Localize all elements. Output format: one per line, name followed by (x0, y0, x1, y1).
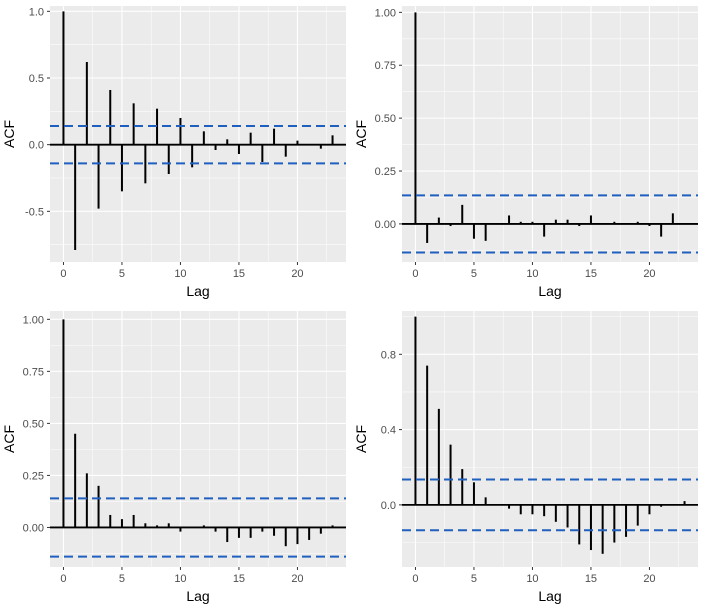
chart-bottom-left-xtick-label: 20 (291, 573, 303, 585)
chart-bottom-left: 0.00 0.25 0.50 0.75 1.00 0 5 10 15 20 Lag ACF (1, 311, 346, 604)
chart-bottom-right-panel (402, 311, 698, 567)
chart-bottom-left-ytick-label: 0.25 (23, 470, 44, 482)
chart-top-right-ytick-label: 0.50 (375, 113, 396, 125)
chart-bottom-left-xtick-label: 0 (60, 573, 66, 585)
chart-bottom-right-ytick-label: 0.4 (381, 425, 396, 437)
chart-top-right-ytick-label: 0.00 (375, 219, 396, 231)
chart-bottom-right-xtick-label: 5 (471, 573, 477, 585)
chart-top-left: -0.5 0.0 0.5 1.0 0 5 10 15 20 Lag ACF (1, 6, 346, 299)
chart-top-left-xtick-label: 10 (174, 268, 186, 280)
chart-bottom-left-ytick-label: 0.50 (23, 418, 44, 430)
chart-bottom-right-x-axis-title: Lag (538, 588, 561, 604)
chart-top-left-panel (50, 6, 346, 262)
chart-top-left-xtick-label: 20 (291, 268, 303, 280)
chart-top-left-ytick-label: 0.5 (29, 73, 44, 85)
chart-bottom-left-xtick-label: 5 (119, 573, 125, 585)
chart-top-right-xtick-label: 0 (412, 268, 418, 280)
chart-bottom-left-xtick-label: 15 (233, 573, 245, 585)
chart-bottom-right: 0.0 0.4 0.8 0 5 10 15 20 Lag ACF (353, 311, 698, 604)
chart-top-right-x-axis-title: Lag (538, 283, 561, 299)
chart-top-right: 0.00 0.25 0.50 0.75 1.00 0 5 10 15 20 Lag ACF (353, 6, 698, 299)
chart-bottom-right-ytick-label: 0.0 (381, 500, 396, 512)
chart-top-right-ytick-label: 0.25 (375, 166, 396, 178)
chart-top-right-y-axis-title: ACF (353, 120, 369, 148)
chart-bottom-left-x-axis-title: Lag (186, 588, 209, 604)
chart-top-right-xtick-label: 5 (471, 268, 477, 280)
chart-bottom-left-ytick-label: 0.75 (23, 366, 44, 378)
chart-top-left-xtick-label: 0 (60, 268, 66, 280)
chart-bottom-left-y-axis-title: ACF (1, 425, 17, 453)
chart-bottom-right-xtick-label: 0 (412, 573, 418, 585)
chart-bottom-right-xtick-label: 15 (585, 573, 597, 585)
chart-top-right-panel (402, 6, 698, 262)
chart-top-left-xtick-label: 15 (233, 268, 245, 280)
chart-bottom-right-ytick-label: 0.8 (381, 349, 396, 361)
chart-top-right-xtick-label: 15 (585, 268, 597, 280)
chart-top-right-ytick-label: 1.00 (375, 7, 396, 19)
chart-top-left-ytick-label: 0.0 (29, 140, 44, 152)
chart-top-left-xtick-label: 5 (119, 268, 125, 280)
chart-bottom-left-ytick-label: 1.00 (23, 314, 44, 326)
chart-top-right-ytick-label: 0.75 (375, 60, 396, 72)
chart-bottom-left-panel (50, 311, 346, 567)
chart-top-right-xtick-label: 10 (526, 268, 538, 280)
chart-bottom-right-y-axis-title: ACF (353, 425, 369, 453)
chart-top-left-ytick-label: 1.0 (29, 6, 44, 18)
chart-bottom-right-xtick-label: 20 (643, 573, 655, 585)
chart-top-left-x-axis-title: Lag (186, 283, 209, 299)
chart-top-right-xtick-label: 20 (643, 268, 655, 280)
chart-top-left-ytick-label: -0.5 (25, 206, 44, 218)
chart-bottom-left-ytick-label: 0.00 (23, 522, 44, 534)
chart-top-left-y-axis-title: ACF (1, 120, 17, 148)
chart-bottom-left-xtick-label: 10 (174, 573, 186, 585)
chart-bottom-right-xtick-label: 10 (526, 573, 538, 585)
